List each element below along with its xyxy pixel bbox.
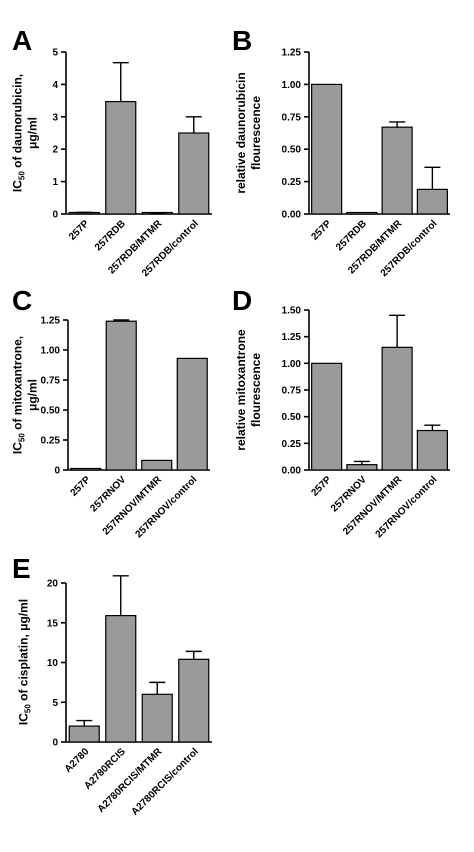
y-tick-label: 0.75 — [41, 376, 61, 387]
y-axis-label-subscript: 50 — [18, 171, 27, 180]
y-tick-label: 1 — [52, 177, 58, 188]
panel-letter: A — [12, 25, 32, 56]
panel-letter: C — [12, 285, 32, 316]
y-axis-label: IC50 of mitoxantrone,μg/ml — [11, 336, 40, 454]
y-tick-label: 0.50 — [282, 412, 302, 423]
bar — [311, 362, 343, 471]
x-category-label: 257RDB — [93, 218, 128, 253]
x-category-label: 257RNOV/control — [374, 474, 440, 540]
y-tick-label: 10 — [47, 658, 59, 669]
y-axis-label-rest: of mitoxantrone, — [11, 336, 25, 433]
bar — [178, 658, 210, 743]
x-category-label: A2780RCIS/control — [129, 746, 201, 818]
bar — [381, 126, 413, 215]
y-tick-label: 1.50 — [282, 306, 302, 317]
y-axis-label-line: IC — [11, 442, 25, 454]
panel-letter: D — [232, 285, 252, 316]
y-tick-label: 0.25 — [282, 439, 302, 450]
bar — [416, 429, 448, 471]
bar — [141, 459, 173, 471]
y-tick-label: 0.25 — [41, 436, 61, 447]
y-axis-label-line: relative mitoxantrone — [234, 329, 248, 451]
y-tick-label: 0 — [52, 210, 58, 221]
y-axis-label-line: IC — [17, 713, 31, 725]
y-tick-label: 1.00 — [282, 359, 302, 370]
y-axis-label: relative mitoxantroneflourescence — [234, 329, 263, 451]
y-tick-label: 15 — [47, 618, 59, 629]
x-category-label: A2780 — [63, 746, 92, 775]
y-axis-label-line: flourescence — [249, 353, 263, 427]
panel-letter: B — [232, 25, 252, 56]
bar — [70, 467, 102, 471]
bar — [105, 614, 137, 743]
y-axis-label-line: relative daunorubicin — [234, 72, 248, 193]
y-tick-label: 1.25 — [282, 332, 302, 343]
y-tick-label: 1.00 — [282, 80, 302, 91]
x-category-label: A2780RCIS/MTMR — [96, 746, 165, 815]
y-axis-label-subscript: 50 — [24, 704, 33, 713]
x-category-label: 257P — [69, 474, 94, 499]
y-tick-label: 0.00 — [282, 466, 302, 477]
y-tick-label: 0.50 — [41, 406, 61, 417]
y-axis-label-rest: of cisplatin, μg/ml — [17, 599, 31, 704]
panel-letter: E — [12, 553, 31, 584]
x-category-label: 257RNOV/MTMR — [341, 474, 405, 538]
y-tick-label: 0.75 — [282, 112, 302, 123]
bar — [311, 83, 343, 215]
x-category-label: 257P — [67, 218, 92, 243]
y-tick-label: 0 — [52, 738, 58, 749]
y-tick-label: 3 — [52, 112, 58, 123]
x-category-label: 257RNOV/control — [133, 474, 199, 540]
bar — [178, 132, 210, 215]
y-tick-label: 0 — [54, 466, 60, 477]
bar — [346, 464, 378, 471]
bar — [416, 188, 448, 215]
x-category-label: 257P — [309, 474, 334, 499]
y-axis-label: relative daunorubicinflourescence — [234, 72, 263, 193]
bar — [176, 357, 208, 471]
x-category-label: 257RDB — [334, 218, 369, 253]
y-axis-label-subscript: 50 — [18, 433, 27, 442]
y-tick-label: 4 — [52, 80, 58, 91]
bar — [141, 693, 173, 743]
bar — [381, 346, 413, 471]
y-tick-label: 1.00 — [41, 346, 61, 357]
bar — [346, 211, 378, 215]
x-category-label: 257P — [309, 218, 334, 243]
y-axis-label-line: μg/ml — [26, 379, 40, 411]
y-axis-label-line: IC — [11, 180, 25, 192]
y-axis-label-rest: of daunorubicin, — [11, 74, 25, 171]
chart-panel-c: C IC50 of mitoxantrone,μg/ml 0 0.25 0.50 0.75… — [11, 285, 210, 540]
bar — [68, 725, 100, 743]
y-tick-label: 0.75 — [282, 386, 302, 397]
bar — [105, 320, 137, 471]
y-tick-label: 1.25 — [282, 48, 302, 59]
y-tick-label: 20 — [47, 579, 59, 590]
y-tick-label: 5 — [52, 48, 58, 59]
y-tick-label: 0.25 — [282, 177, 302, 188]
chart-panel-a: A IC50 of daunorubicin,μg/ml 0 1 2 3 4 5 257P 257… — [11, 25, 212, 279]
y-axis-label: IC50 of cisplatin, μg/ml — [17, 599, 33, 725]
bar — [105, 100, 137, 215]
y-tick-label: 5 — [52, 698, 58, 709]
y-tick-label: 1.25 — [41, 316, 61, 327]
y-axis-label: IC50 of daunorubicin,μg/ml — [11, 74, 40, 192]
y-tick-label: 2 — [52, 145, 58, 156]
y-axis-label-line: flourescence — [249, 96, 263, 170]
y-axis-label-line: μg/ml — [26, 117, 40, 149]
y-tick-label: 0.50 — [282, 145, 302, 156]
y-tick-label: 0.00 — [282, 210, 302, 221]
